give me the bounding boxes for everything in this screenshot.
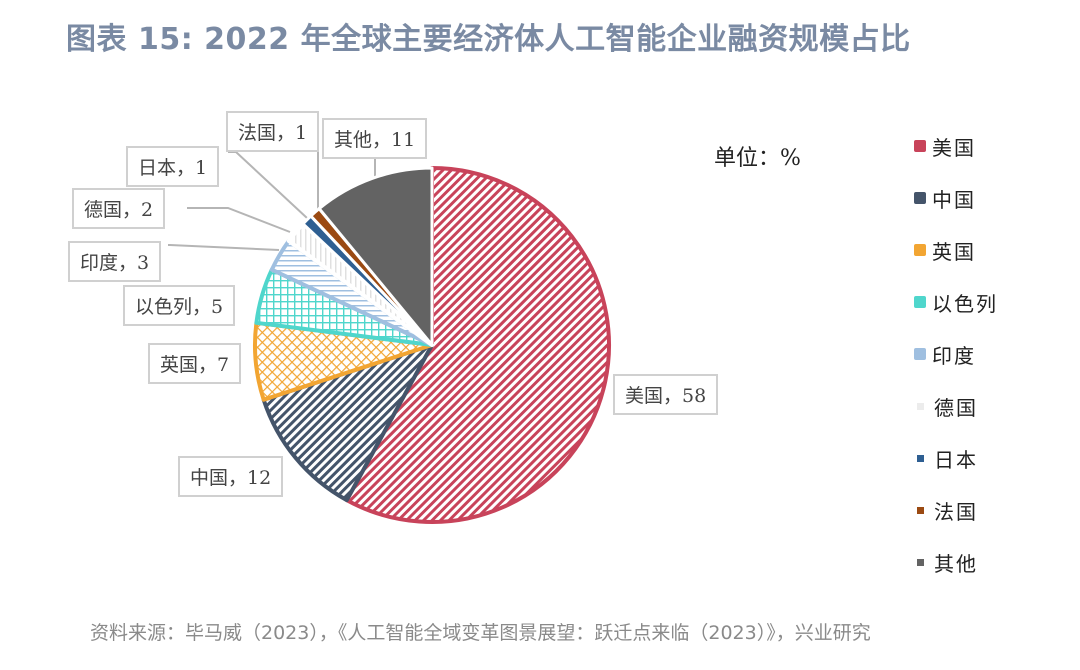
legend-swatch-icon: [917, 402, 924, 410]
data-label-india: 印度，3: [68, 241, 162, 282]
pie-slice-usa: [344, 166, 611, 524]
legend-swatch-icon: [914, 244, 926, 256]
chart-title: 图表 15: 2022 年全球主要经济体人工智能企业融资规模占比: [66, 22, 911, 57]
data-label-china: 中国，12: [178, 456, 284, 497]
data-label-israel: 以色列，5: [123, 285, 236, 326]
pie-slice-others: [317, 166, 434, 347]
legend-label: 其他: [934, 551, 978, 576]
legend-label: 以色列: [932, 291, 998, 316]
legend-label: 中国: [932, 187, 976, 212]
data-label-japan: 日本，1: [126, 146, 220, 187]
legend-item-usa[interactable]: 美国: [914, 120, 998, 172]
legend-item-india[interactable]: 印度: [914, 328, 998, 380]
data-label-uk: 英国，7: [148, 343, 242, 384]
legend-swatch-icon: [917, 454, 924, 462]
legend-swatch-icon: [914, 192, 926, 204]
legend-label: 法国: [934, 499, 978, 524]
legend-swatch-icon: [914, 296, 926, 308]
legend-item-china[interactable]: 中国: [914, 172, 998, 224]
legend-item-germany[interactable]: 德国: [914, 380, 998, 432]
data-label-others: 其他，11: [322, 118, 428, 159]
data-label-germany: 德国，2: [72, 188, 166, 229]
unit-label: 单位：%: [714, 146, 801, 171]
legend-swatch-icon: [917, 558, 924, 566]
legend-item-israel[interactable]: 以色列: [914, 276, 998, 328]
legend-label: 美国: [932, 135, 976, 160]
legend-swatch-icon: [914, 348, 926, 360]
legend-item-france[interactable]: 法国: [914, 484, 998, 536]
legend-label: 日本: [934, 447, 978, 472]
legend-item-uk[interactable]: 英国: [914, 224, 998, 276]
data-label-usa: 美国，58: [613, 374, 719, 415]
legend-item-others[interactable]: 其他: [914, 536, 998, 588]
legend-swatch-icon: [914, 140, 926, 152]
legend-label: 印度: [932, 343, 976, 368]
source-note: 资料来源：毕马威（2023），《人工智能全域变革图景展望：跃迁点来临（2023）…: [90, 622, 871, 644]
legend-swatch-icon: [917, 506, 924, 514]
pie-slices: [253, 166, 611, 524]
legend-label: 德国: [934, 395, 978, 420]
leader-lines: [168, 151, 376, 251]
legend: 美国 中国 英国 以色列 印度 德国 日本 法国 其他: [914, 120, 998, 588]
data-label-france: 法国，1: [226, 111, 320, 152]
legend-label: 英国: [932, 239, 976, 264]
pie-slice-china: [261, 343, 434, 503]
legend-item-japan[interactable]: 日本: [914, 432, 998, 484]
